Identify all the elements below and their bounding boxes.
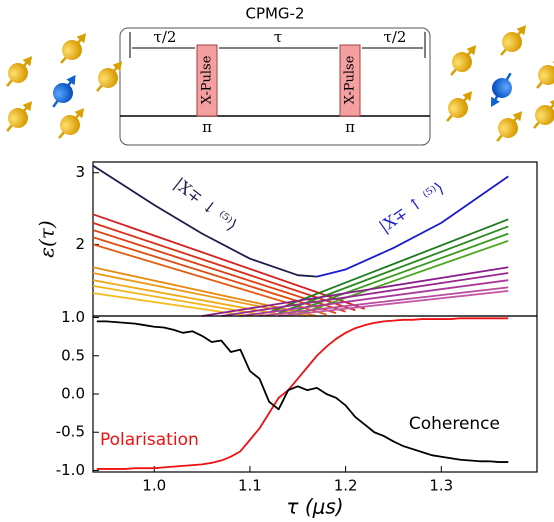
spin — [58, 108, 85, 139]
spin-ball — [62, 40, 82, 60]
spin-arrowhead — [76, 33, 87, 44]
diagram-box — [119, 27, 431, 146]
pulse-label: X-Pulse — [343, 55, 358, 104]
spin-arrowhead — [74, 108, 85, 119]
pulse — [196, 44, 218, 117]
spin-arrowhead — [516, 25, 527, 36]
y-tick-label: 3 — [75, 163, 85, 181]
y-tick-label: 0.0 — [61, 385, 85, 403]
spin-arrowhead — [462, 91, 473, 102]
series-line — [316, 175, 509, 278]
y-tick-label: 0.5 — [61, 346, 85, 364]
spin — [450, 45, 477, 76]
spin-ball — [502, 32, 522, 52]
spin-ball — [8, 108, 28, 128]
spin-arrowhead — [491, 96, 500, 108]
y-tick-label: -1.0 — [56, 461, 85, 479]
series-line — [268, 218, 509, 314]
series-line — [92, 164, 317, 278]
spin — [52, 74, 76, 108]
series-line — [96, 317, 509, 470]
spin-ball — [498, 118, 518, 138]
interval-label: τ — [274, 28, 282, 46]
spin-ball — [535, 105, 554, 125]
pulse-angle: π — [202, 118, 212, 136]
x-tick-label: 1.3 — [429, 477, 453, 495]
spin-arrowhead — [66, 74, 76, 86]
x-tick-label: 1.0 — [142, 477, 166, 495]
y-tick-label: 1.0 — [61, 308, 85, 326]
spin — [6, 101, 33, 132]
spin — [500, 25, 527, 56]
series-line — [278, 290, 509, 317]
spin-arrowhead — [512, 111, 523, 122]
interval-markers — [129, 32, 426, 58]
spin — [60, 33, 87, 64]
spin-ball — [492, 78, 512, 98]
spin-arrowhead — [22, 56, 33, 67]
pulse-angle: π — [345, 118, 355, 136]
plots: 2 3 ε(τ) |X∓ ↓ ⁽⁵⁾⟩ |X∓ ↑ ⁽⁵⁾⟩ -1.0 -0.5 0.0 0.5… — [35, 161, 538, 519]
pulse — [339, 44, 361, 117]
x-tick-label: 1.1 — [238, 477, 262, 495]
spin — [496, 111, 523, 142]
x-axis-label: τ (μs) — [286, 495, 343, 519]
annotation: |X∓ ↑ ⁽⁵⁾⟩ — [376, 178, 448, 236]
spin — [6, 56, 33, 87]
y-tick-label: 2 — [75, 235, 85, 253]
spin-arrowhead — [112, 61, 123, 72]
spin — [491, 72, 512, 108]
x-tick-label: 1.2 — [334, 477, 358, 495]
interval-label: τ/2 — [384, 28, 407, 46]
series-label: Coherence — [409, 414, 500, 434]
diagram-title: CPMG-2 — [245, 5, 304, 23]
spin-ball — [98, 68, 118, 88]
spin — [533, 98, 554, 129]
spin-ball — [53, 83, 73, 103]
spin-ball — [538, 65, 554, 85]
pulse-diagram: CPMG-2 τ/2 τ τ/2 X-Pulse X-Pulse π π — [119, 5, 431, 146]
series-line — [240, 279, 509, 317]
pulse-label: X-Pulse — [200, 55, 215, 104]
interval-label: τ/2 — [154, 28, 177, 46]
y-axis-label: ε(τ) — [35, 220, 59, 257]
y-tick-label: -0.5 — [56, 423, 85, 441]
spin-arrowhead — [22, 101, 33, 112]
series-label: Polarisation — [100, 430, 199, 450]
series-line — [221, 272, 509, 317]
spin — [96, 61, 123, 92]
series-line — [278, 225, 509, 314]
spin-ball — [8, 63, 28, 83]
spin-arrowhead — [466, 45, 477, 56]
series-line — [92, 285, 270, 317]
annotation: |X∓ ↓ ⁽⁵⁾⟩ — [170, 174, 240, 235]
series-line — [201, 266, 509, 317]
series-line — [259, 286, 509, 317]
spin-ball — [60, 115, 80, 135]
spin — [536, 58, 554, 89]
spins — [6, 25, 554, 142]
spin-ball — [452, 52, 472, 72]
spin — [446, 91, 473, 122]
series-line — [297, 239, 509, 316]
spin-ball — [448, 98, 468, 118]
series-line — [96, 320, 509, 463]
